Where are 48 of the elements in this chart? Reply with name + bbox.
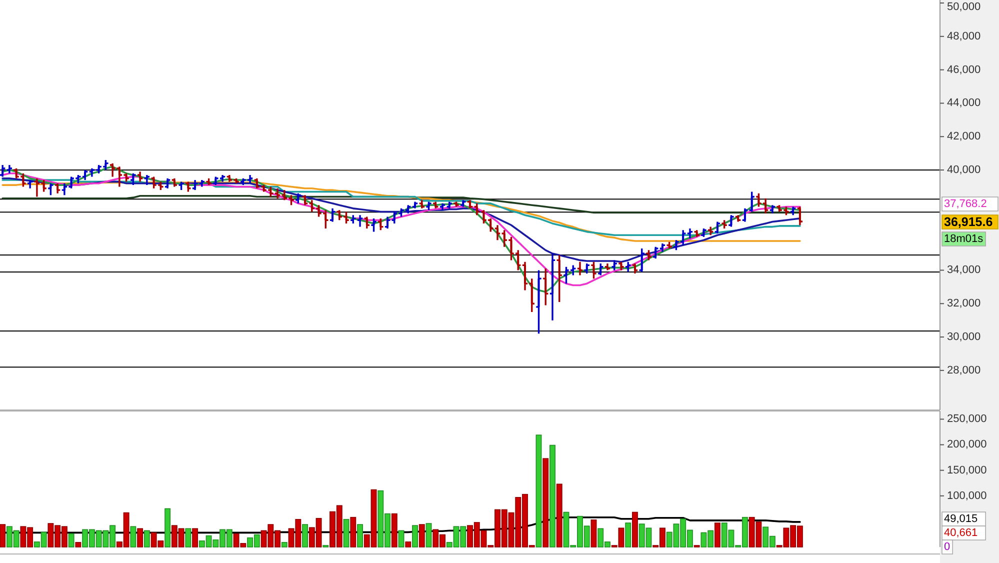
bar xyxy=(192,528,198,548)
bar xyxy=(343,518,350,548)
y-tick-label: 34,000 xyxy=(947,264,981,276)
bar xyxy=(426,523,432,548)
text: 36,915.6 xyxy=(944,215,993,229)
bar xyxy=(556,484,562,548)
bar xyxy=(0,524,6,548)
bar xyxy=(137,528,144,548)
y-tick-label: 46,000 xyxy=(947,64,981,76)
y-tick-label: 250,000 xyxy=(947,413,987,426)
y-tick-label: 40,000 xyxy=(947,164,981,176)
y-tick-label: 50,000 xyxy=(947,1,981,13)
text: 40,661 xyxy=(944,527,978,539)
bar xyxy=(391,513,398,548)
bar xyxy=(185,528,192,548)
bar xyxy=(144,530,150,548)
bar xyxy=(398,530,404,548)
text: 37,768.2 xyxy=(944,198,987,210)
bar xyxy=(357,524,363,548)
y-tick-label: 100,000 xyxy=(947,490,987,502)
bar xyxy=(714,522,720,548)
text: 49,015 xyxy=(944,513,978,525)
bar xyxy=(281,542,288,548)
y-tick-label: 42,000 xyxy=(947,130,981,143)
bar xyxy=(412,525,418,548)
bar xyxy=(405,541,412,548)
y-tick-label: 48,000 xyxy=(947,30,981,42)
text: 0 xyxy=(944,541,950,553)
bar xyxy=(550,444,556,548)
bar xyxy=(130,526,136,548)
y-tick-label: 44,000 xyxy=(947,97,981,110)
bar xyxy=(68,533,74,548)
y-tick-label: 28,000 xyxy=(947,364,981,376)
bar xyxy=(632,512,638,548)
bar xyxy=(590,520,597,548)
bar xyxy=(542,458,549,548)
bar xyxy=(75,542,82,548)
text: 18m01s xyxy=(944,233,984,245)
y-tick-label: 200,000 xyxy=(947,438,987,451)
y-tick-label: 32,000 xyxy=(947,298,981,310)
y-tick-label: 30,000 xyxy=(947,331,981,344)
bar xyxy=(164,508,171,548)
bar xyxy=(536,434,542,548)
y-tick-label: 150,000 xyxy=(947,464,987,476)
bar xyxy=(350,516,356,548)
bar xyxy=(302,524,308,548)
bar xyxy=(418,524,425,548)
bar xyxy=(625,522,632,548)
